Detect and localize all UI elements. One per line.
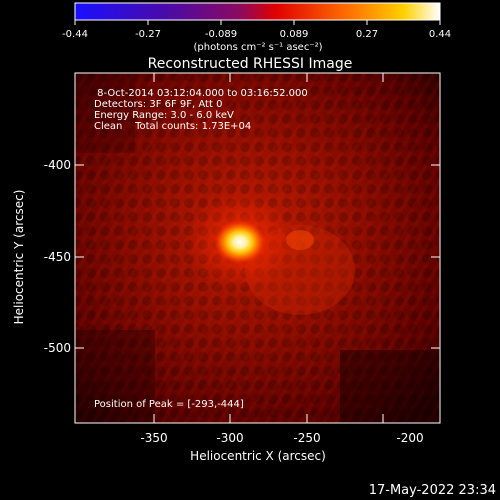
colorbar-tick-label: 0.089 [280,29,309,40]
y-tick-label: -500 [44,341,71,355]
info-energy-range: Energy Range: 3.0 - 6.0 keV [94,110,234,121]
rhessi-image [75,73,440,423]
x-axis-label: Heliocentric X (arcsec) [190,449,326,463]
colorbar-tick-label: -0.44 [62,29,88,40]
figure-title: Reconstructed RHESSI Image [148,56,353,72]
x-tick-label: -250 [293,431,320,445]
source-core [214,220,266,264]
y-tick-label: -400 [44,158,71,172]
x-tick-label: -300 [216,431,243,445]
timestamp: 17-May-2022 23:34 [369,483,496,498]
peak-position: Position of Peak = [-293,-444] [94,399,244,410]
info-clean-counts: Clean Total counts: 1.73E+04 [94,121,251,132]
colorbar-ticks [74,20,441,25]
x-tick-label: -200 [396,431,423,445]
colorbar-units: (photons cm⁻² s⁻¹ asec⁻²) [193,42,322,53]
info-date-range: 8-Oct-2014 03:12:04.000 to 03:16:52.000 [94,88,308,99]
colorbar-tick-label: 0.27 [356,29,378,40]
y-axis-label: Heliocentric Y (arcsec) [12,190,26,325]
colorbar-tick-label: -0.27 [135,29,161,40]
colorbar [74,2,441,21]
info-detectors: Detectors: 3F 6F 9F, Att 0 [94,99,222,110]
colorbar-tick-label: -0.089 [205,29,237,40]
x-axis [153,73,384,423]
y-axis [75,164,440,349]
y-tick-label: -450 [44,250,71,264]
image-frame [74,72,441,424]
x-tick-label: -350 [140,431,167,445]
colorbar-tick-label: 0.44 [429,29,451,40]
